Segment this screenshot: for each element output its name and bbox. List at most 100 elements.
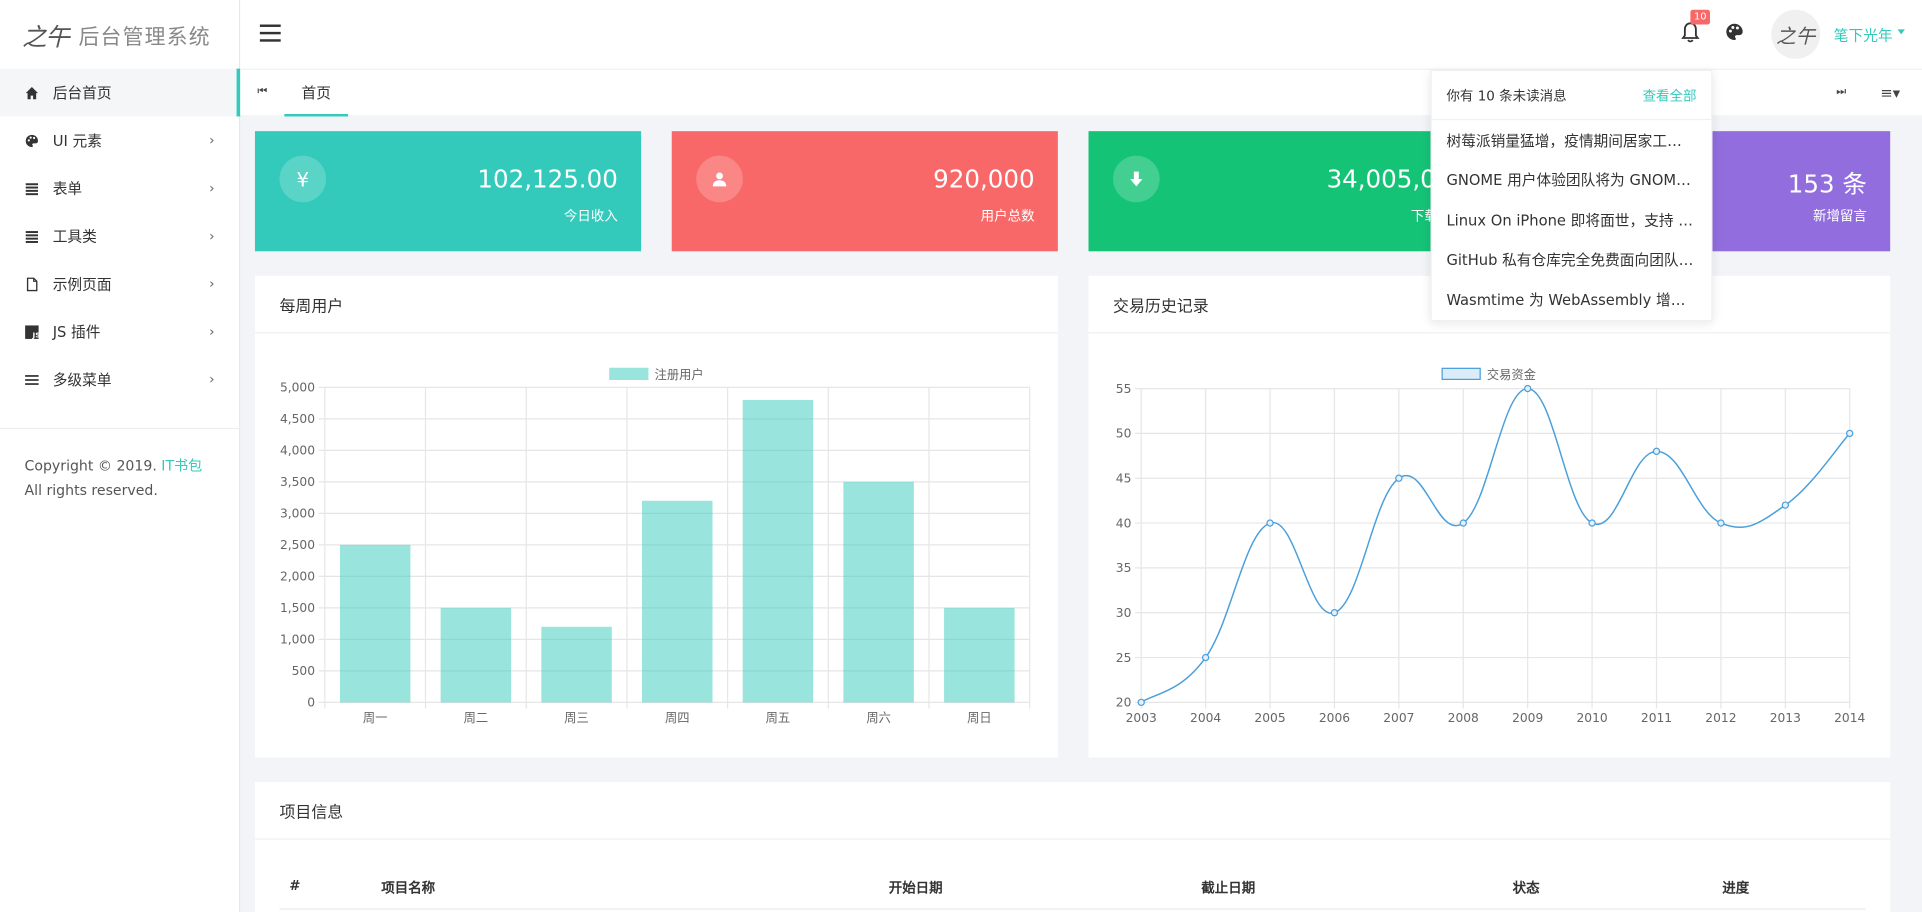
column-header-progress: 进度 bbox=[1722, 880, 1750, 897]
y-tick-label: 3,000 bbox=[280, 507, 315, 521]
notification-text: Wasmtime 为 WebAssembly 增加 Go 语言 bbox=[1446, 291, 1696, 309]
y-tick-label: 0 bbox=[307, 696, 315, 710]
sidebar-item-form[interactable]: 表单 › bbox=[0, 164, 239, 212]
panel-title: 每周用户 bbox=[254, 276, 1058, 334]
column-header-end: 截止日期 bbox=[1201, 880, 1256, 897]
transaction-history-chart: 20 25 30 35 40 45 50 55 2003 2004 2005 2006 2007 2008… bbox=[1116, 382, 1866, 725]
y-tick-label: 2,500 bbox=[280, 538, 315, 552]
sidebar-toggle-icon[interactable] bbox=[259, 24, 281, 42]
column-header-index: # bbox=[289, 877, 301, 894]
data-point bbox=[1201, 653, 1210, 662]
app-title: 后台管理系统 bbox=[78, 25, 211, 50]
sidebar-item-home[interactable]: 后台首页 bbox=[0, 68, 241, 117]
x-tick-label: 2010 bbox=[1576, 711, 1607, 725]
bar bbox=[642, 500, 713, 703]
tab-home[interactable]: 首页 bbox=[284, 70, 349, 117]
sidebar-item-label: 多级菜单 bbox=[52, 371, 112, 389]
data-point bbox=[1652, 447, 1661, 456]
copyright: Copyright © 2019. IT书包 All rights reserv… bbox=[0, 427, 241, 527]
x-tick-label: 周三 bbox=[564, 711, 589, 725]
x-tick-label: 周四 bbox=[665, 711, 690, 725]
stat-value: 153 条 bbox=[1787, 169, 1867, 199]
x-tick-label: 2007 bbox=[1383, 711, 1414, 725]
avatar[interactable]: 之午 bbox=[1771, 9, 1821, 59]
notification-item[interactable]: GitHub 私有仓库完全免费面向团队提供 bbox=[1432, 240, 1711, 280]
y-tick-label: 4,000 bbox=[280, 444, 315, 458]
sidebar-item-label: 工具类 bbox=[52, 227, 97, 246]
notification-item[interactable]: Wasmtime 为 WebAssembly 增加 Go 语言 bbox=[1432, 279, 1711, 319]
notification-item[interactable]: 树莓派销量猛增，疫情期间居家工作学习 bbox=[1432, 120, 1711, 160]
table-header: # 项目名称 开始日期 截止日期 状态 进度 bbox=[279, 870, 1866, 910]
legend-label: 交易资金 bbox=[1486, 368, 1536, 383]
y-tick-label: 20 bbox=[1116, 696, 1132, 710]
x-tick-label: 2009 bbox=[1512, 711, 1543, 725]
weekly-users-panel: 每周用户 注册用户 0 500 1,000 1,500 2,000 2,500 3,000 3… bbox=[254, 275, 1058, 758]
tab-options-icon[interactable]: ≡▾ bbox=[1880, 84, 1901, 102]
transaction-history-panel: 交易历史记录 交易资金 20 25 30 35 40 45 50 55 2003 2004 2005… bbox=[1088, 275, 1891, 758]
chart-legend[interactable]: 交易资金 bbox=[1441, 364, 1536, 383]
tab-first-icon[interactable]: ⏮ bbox=[257, 85, 268, 99]
y-tick-label: 45 bbox=[1116, 472, 1132, 486]
y-tick-label: 5,000 bbox=[280, 381, 315, 395]
stat-card-users: 920,000 用户总数 bbox=[671, 131, 1058, 252]
home-icon bbox=[25, 85, 40, 100]
sidebar-item-js[interactable]: JS JS 插件 › bbox=[0, 308, 239, 356]
sidebar-item-multilevel[interactable]: 多级菜单 › bbox=[0, 355, 239, 403]
x-tick-label: 周六 bbox=[866, 711, 891, 725]
notification-item[interactable]: GNOME 用户体验团队将为 GNOME 4.0 bbox=[1432, 160, 1711, 200]
list-icon bbox=[25, 229, 40, 244]
username[interactable]: 笔下光年 bbox=[1833, 26, 1893, 45]
theme-palette-icon[interactable] bbox=[1725, 22, 1745, 42]
legend-label: 注册用户 bbox=[654, 368, 704, 383]
y-tick-label: 4,500 bbox=[280, 412, 315, 426]
y-tick-label: 40 bbox=[1116, 516, 1132, 530]
sidebar-menu: 后台首页 UI 元素 › 表单 › 工具类 › 示例 bbox=[0, 68, 241, 404]
x-tick-label: 2011 bbox=[1641, 711, 1672, 725]
logo[interactable]: 之午 后台管理系统 bbox=[0, 0, 239, 69]
y-tick-label: 25 bbox=[1116, 651, 1132, 665]
copyright-prefix: Copyright © 2019. bbox=[24, 457, 162, 475]
chevron-right-icon: › bbox=[209, 323, 215, 340]
x-tick-label: 周一 bbox=[363, 711, 388, 725]
view-all-link[interactable]: 查看全部 bbox=[1642, 87, 1697, 104]
chart-legend[interactable]: 注册用户 bbox=[609, 364, 704, 383]
notification-text: Linux On iPhone 即将面世，支持 iOS bbox=[1446, 211, 1697, 229]
notification-text: 树莓派销量猛增，疫情期间居家工作学习 bbox=[1446, 132, 1697, 150]
stat-card-income: ¥ 102,125.00 今日收入 bbox=[254, 131, 642, 252]
stat-card-downloads: 34,005,00 下载总 bbox=[1088, 131, 1475, 252]
copyright-link[interactable]: IT书包 bbox=[161, 457, 203, 475]
x-tick-label: 2004 bbox=[1190, 711, 1221, 725]
logo-mark: 之午 bbox=[22, 21, 70, 51]
sidebar: 之午 后台管理系统 后台首页 UI 元素 › 表单 › bbox=[0, 0, 241, 912]
notification-badge: 10 bbox=[1690, 9, 1711, 25]
x-tick-label: 2003 bbox=[1126, 711, 1157, 725]
y-tick-label: 35 bbox=[1116, 561, 1132, 575]
column-header-name: 项目名称 bbox=[381, 880, 436, 897]
svg-text:JS: JS bbox=[31, 330, 39, 339]
sidebar-item-examples[interactable]: 示例页面 › bbox=[0, 260, 239, 308]
list-icon bbox=[25, 181, 40, 196]
sidebar-item-label: 后台首页 bbox=[52, 84, 112, 102]
data-point bbox=[1781, 501, 1789, 509]
data-point bbox=[1717, 519, 1725, 527]
download-icon bbox=[1113, 155, 1160, 203]
sidebar-item-tools[interactable]: 工具类 › bbox=[0, 212, 239, 260]
yen-icon: ¥ bbox=[279, 155, 327, 203]
data-point bbox=[1846, 429, 1854, 438]
tab-last-icon[interactable]: ⏭ bbox=[1836, 85, 1847, 99]
topbar: 10 之午 笔下光年 bbox=[240, 0, 1922, 69]
sidebar-item-label: UI 元素 bbox=[52, 132, 102, 150]
caret-down-icon[interactable] bbox=[1897, 29, 1905, 35]
bell-icon[interactable] bbox=[1681, 21, 1701, 46]
y-tick-label: 3,500 bbox=[280, 475, 315, 489]
x-tick-label: 2006 bbox=[1319, 711, 1350, 725]
notification-text: GNOME 用户体验团队将为 GNOME 4.0 bbox=[1446, 171, 1697, 190]
sidebar-item-ui[interactable]: UI 元素 › bbox=[0, 116, 239, 164]
notification-item[interactable]: Linux On iPhone 即将面世，支持 iOS bbox=[1432, 200, 1711, 240]
notifications-summary: 你有 10 条未读消息 bbox=[1446, 87, 1567, 104]
notifications-dropdown: 你有 10 条未读消息 查看全部 树莓派销量猛增，疫情期间居家工作学习 GNOM… bbox=[1430, 69, 1713, 321]
x-tick-label: 2008 bbox=[1448, 711, 1479, 725]
y-tick-label: 50 bbox=[1116, 427, 1132, 441]
y-tick-label: 30 bbox=[1116, 606, 1132, 620]
project-info-panel: 项目信息 # 项目名称 开始日期 截止日期 状态 进度 bbox=[254, 782, 1891, 912]
